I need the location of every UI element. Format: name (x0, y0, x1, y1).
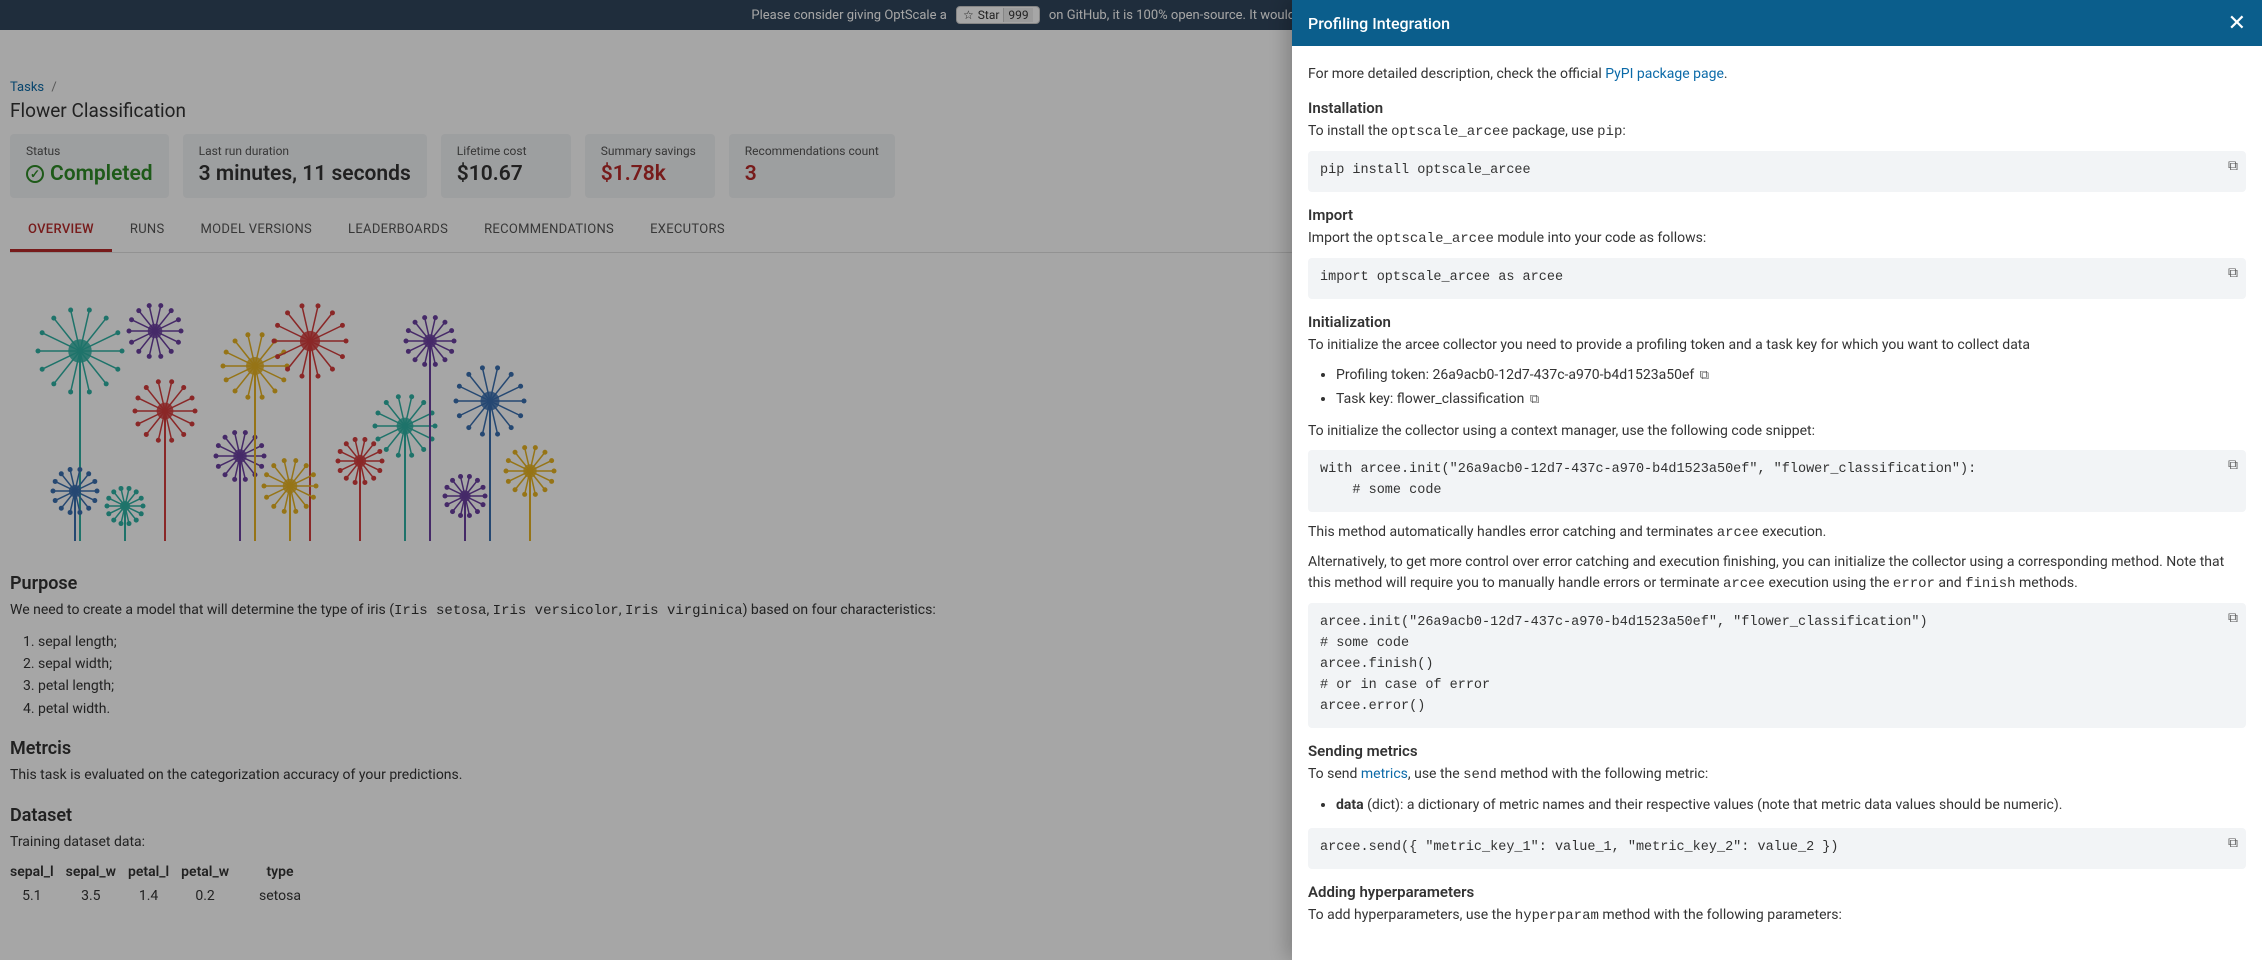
copy-icon[interactable]: ⧉ (2228, 264, 2238, 281)
ctx-codeblock: with arcee.init("26a9acb0-12d7-437c-a970… (1308, 450, 2246, 512)
init-list: Profiling token: 26a9acb0-12d7-437c-a970… (1336, 364, 2246, 412)
profiling-drawer: Profiling Integration ✕ For more detaile… (1292, 0, 2262, 960)
install-codeblock: pip install optscale_arcee⧉ (1308, 151, 2246, 192)
drawer-title: Profiling Integration (1308, 14, 1450, 33)
drawer-intro: For more detailed description, check the… (1308, 64, 2246, 85)
list-item: Profiling token: 26a9acb0-12d7-437c-a970… (1336, 364, 2246, 388)
send-heading: Sending metrics (1308, 742, 2246, 760)
list-item: Task key: flower_classification ⧉ (1336, 388, 2246, 412)
drawer-body: For more detailed description, check the… (1292, 46, 2262, 960)
method-text: This method automatically handles error … (1308, 522, 2246, 544)
copy-icon[interactable]: ⧉ (2228, 456, 2238, 473)
close-icon[interactable]: ✕ (2228, 12, 2246, 34)
ctx-text: To initialize the collector using a cont… (1308, 421, 2246, 442)
send-codeblock: arcee.send({ "metric_key_1": value_1, "m… (1308, 828, 2246, 869)
list-item: data (dict): a dictionary of metric name… (1336, 794, 2246, 818)
copy-icon[interactable]: ⧉ (2228, 609, 2238, 626)
send-text: To send metrics, use the send method wit… (1308, 764, 2246, 786)
pypi-link[interactable]: PyPI package page (1605, 66, 1724, 82)
import-text: Import the optscale_arcee module into yo… (1308, 228, 2246, 250)
install-text: To install the optscale_arcee package, u… (1308, 121, 2246, 143)
hyper-text: To add hyperparameters, use the hyperpar… (1308, 905, 2246, 927)
send-list: data (dict): a dictionary of metric name… (1336, 794, 2246, 818)
import-heading: Import (1308, 206, 2246, 224)
metrics-link[interactable]: metrics (1361, 766, 1408, 782)
copy-icon[interactable]: ⧉ (2228, 834, 2238, 851)
alt-codeblock: arcee.init("26a9acb0-12d7-437c-a970-b4d1… (1308, 603, 2246, 728)
alt-text: Alternatively, to get more control over … (1308, 552, 2246, 595)
drawer-overlay[interactable]: Profiling Integration ✕ For more detaile… (0, 0, 2262, 960)
copy-icon[interactable]: ⧉ (1698, 367, 1711, 383)
import-codeblock: import optscale_arcee as arcee⧉ (1308, 258, 2246, 299)
copy-icon[interactable]: ⧉ (2228, 157, 2238, 174)
drawer-header: Profiling Integration ✕ (1292, 0, 2262, 46)
install-heading: Installation (1308, 99, 2246, 117)
hyper-heading: Adding hyperparameters (1308, 883, 2246, 901)
copy-icon[interactable]: ⧉ (1528, 391, 1541, 407)
init-text: To initialize the arcee collector you ne… (1308, 335, 2246, 356)
init-heading: Initialization (1308, 313, 2246, 331)
